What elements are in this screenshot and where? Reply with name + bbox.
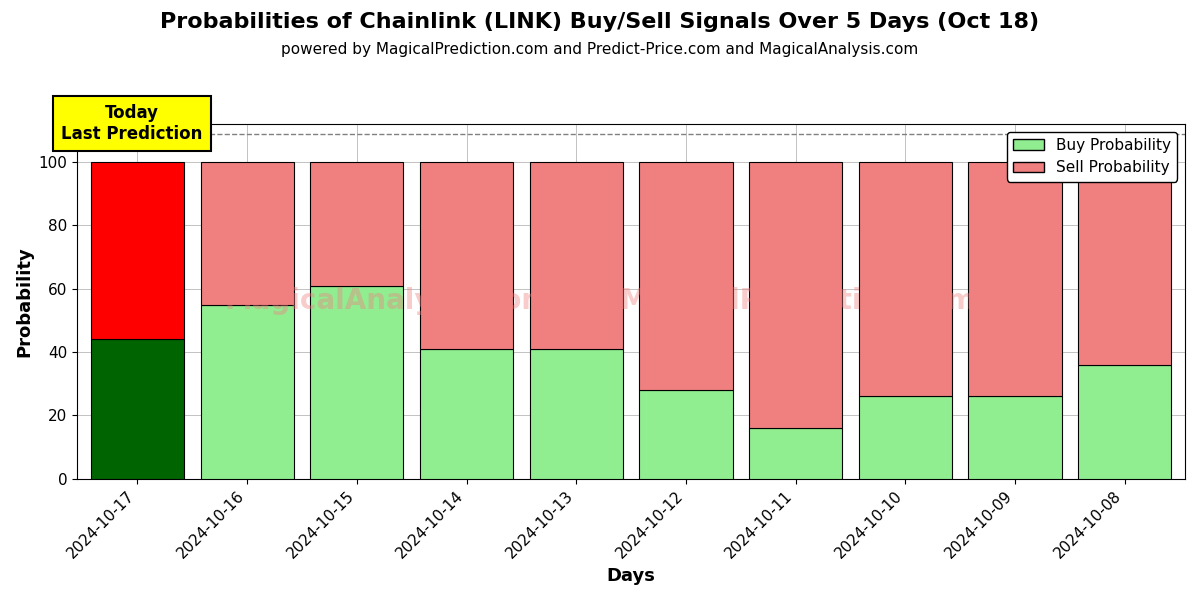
- Text: MagicalPrediction.com: MagicalPrediction.com: [619, 287, 976, 316]
- Y-axis label: Probability: Probability: [14, 246, 32, 357]
- Bar: [749, 162, 842, 428]
- Bar: [968, 397, 1062, 479]
- Text: powered by MagicalPrediction.com and Predict-Price.com and MagicalAnalysis.com: powered by MagicalPrediction.com and Pre…: [281, 42, 919, 57]
- Text: MagicalAnalysis.com: MagicalAnalysis.com: [224, 287, 551, 316]
- Bar: [200, 162, 294, 305]
- Bar: [859, 397, 952, 479]
- Bar: [200, 305, 294, 479]
- Bar: [529, 162, 623, 349]
- Bar: [749, 428, 842, 479]
- Bar: [1078, 162, 1171, 365]
- Bar: [420, 349, 514, 479]
- Text: Today
Last Prediction: Today Last Prediction: [61, 104, 203, 143]
- Bar: [968, 162, 1062, 397]
- Bar: [859, 162, 952, 397]
- Bar: [91, 162, 184, 340]
- Bar: [640, 390, 732, 479]
- X-axis label: Days: Days: [607, 567, 655, 585]
- Bar: [311, 286, 403, 479]
- Bar: [420, 162, 514, 349]
- Bar: [640, 162, 732, 390]
- Bar: [91, 340, 184, 479]
- Bar: [529, 349, 623, 479]
- Bar: [311, 162, 403, 286]
- Legend: Buy Probability, Sell Probability: Buy Probability, Sell Probability: [1007, 131, 1177, 182]
- Text: Probabilities of Chainlink (LINK) Buy/Sell Signals Over 5 Days (Oct 18): Probabilities of Chainlink (LINK) Buy/Se…: [161, 12, 1039, 32]
- Bar: [1078, 365, 1171, 479]
